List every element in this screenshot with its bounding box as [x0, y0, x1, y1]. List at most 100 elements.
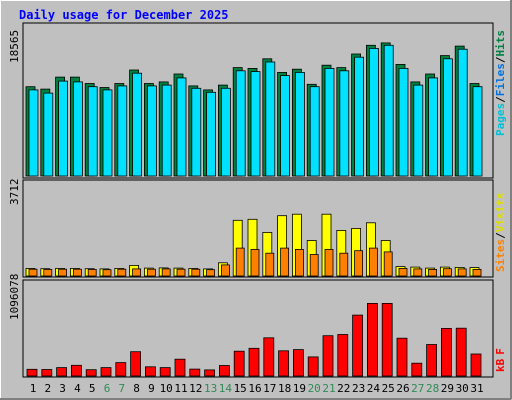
day-label-4: 4	[74, 382, 81, 395]
bar-kbytes-day-23	[352, 314, 364, 377]
bar-files-day-12	[191, 87, 202, 177]
bar-files-day-25	[383, 44, 394, 177]
bar-kbytes-day-5	[85, 369, 97, 377]
legend-pages: Pages	[494, 103, 507, 136]
bar-kbytes-day-20	[307, 356, 319, 377]
bar-files-day-14	[220, 87, 231, 177]
bar-kbytes-day-28	[426, 344, 438, 377]
day-label-21: 21	[322, 382, 335, 395]
day-label-16: 16	[248, 382, 261, 395]
panel-kbytes-frame	[22, 279, 494, 378]
day-label-28: 28	[426, 382, 439, 395]
day-label-15: 15	[234, 382, 247, 395]
bar-files-day-29	[442, 58, 453, 177]
legend-files: Files	[494, 63, 507, 96]
legend-sep-1: /	[494, 96, 507, 103]
day-label-9: 9	[148, 382, 155, 395]
bar-files-day-22	[339, 70, 350, 177]
legend-visits: Sites/Visits	[494, 193, 507, 273]
bar-files-day-17	[265, 61, 276, 177]
bar-sites-day-23	[354, 250, 364, 277]
day-label-27: 27	[411, 382, 424, 395]
day-label-11: 11	[174, 382, 187, 395]
bar-sites-day-26	[398, 267, 408, 277]
day-label-3: 3	[59, 382, 66, 395]
bar-kbytes-day-27	[411, 362, 423, 377]
bar-kbytes-day-10	[159, 367, 171, 377]
bar-files-day-19	[294, 72, 305, 177]
bar-kbytes-day-13	[204, 369, 216, 377]
panel-hits-frame	[22, 22, 494, 179]
bar-kbytes-day-21	[322, 335, 334, 377]
bar-kbytes-day-3	[56, 367, 67, 377]
bar-files-day-26	[398, 68, 409, 177]
bar-files-day-11	[176, 77, 187, 177]
bar-kbytes-day-30	[455, 327, 467, 377]
bar-files-day-18	[280, 75, 291, 177]
bar-sites-day-9	[146, 268, 156, 277]
bar-files-day-13	[206, 91, 217, 177]
kbytes-bars	[26, 302, 482, 377]
hits-files-bars	[25, 42, 483, 177]
bar-kbytes-day-8	[130, 351, 142, 377]
day-label-30: 30	[456, 382, 469, 395]
bar-kbytes-day-6	[100, 367, 112, 377]
bar-kbytes-day-7	[115, 362, 127, 377]
legend-sites: Sites	[494, 239, 507, 272]
bar-kbytes-day-22	[337, 334, 349, 377]
bar-kbytes-day-16	[248, 347, 260, 377]
bar-kbytes-day-2	[41, 369, 53, 377]
bar-files-day-15	[235, 70, 246, 177]
bar-sites-day-7	[117, 268, 127, 277]
bar-files-day-27	[413, 84, 424, 177]
day-label-6: 6	[104, 382, 111, 395]
bar-sites-day-10	[161, 268, 171, 277]
bar-files-day-28	[428, 77, 439, 177]
bar-sites-day-1	[28, 268, 38, 277]
ymax-label-hits: 18565	[8, 30, 21, 63]
day-label-5: 5	[89, 382, 96, 395]
day-label-7: 7	[118, 382, 125, 395]
day-label-14: 14	[219, 382, 233, 395]
bar-kbytes-day-1	[26, 368, 38, 377]
bar-files-day-30	[457, 48, 468, 177]
bar-files-day-21	[324, 68, 335, 177]
bar-sites-day-14	[220, 264, 230, 277]
bar-kbytes-day-17	[263, 337, 275, 377]
day-label-31: 31	[470, 382, 483, 395]
bar-files-day-6	[102, 89, 113, 177]
legend-sep-3: /	[494, 232, 507, 239]
bar-kbytes-day-31	[470, 353, 482, 377]
bar-kbytes-day-15	[233, 350, 245, 377]
legend-hits: Pages/Files/Hits	[494, 30, 507, 136]
bar-sites-day-18	[280, 247, 290, 277]
day-label-24: 24	[367, 382, 381, 395]
bar-files-day-10	[161, 84, 172, 177]
day-label-17: 17	[263, 382, 276, 395]
bar-sites-day-22	[339, 252, 349, 277]
legend-hitsname: Hits	[494, 30, 507, 57]
bar-sites-day-21	[324, 248, 334, 277]
bar-sites-day-16	[250, 248, 260, 277]
day-label-22: 22	[337, 382, 350, 395]
day-label-12: 12	[189, 382, 202, 395]
day-axis-labels: 1 2 3 4 5 6 7 8 9 10 11 12 13 14 15 16 17 18 19 20 21 22 23 24 2…	[30, 382, 484, 395]
bar-kbytes-day-26	[396, 337, 408, 377]
legend-kb: kB	[494, 358, 507, 372]
bar-sites-day-15	[235, 247, 245, 277]
bar-sites-day-12	[191, 268, 201, 277]
bar-files-day-8	[132, 72, 143, 177]
bar-sites-day-25	[383, 251, 393, 277]
ymax-label-visits: 3712	[8, 179, 21, 206]
bar-files-day-1	[28, 89, 39, 177]
visits-sites-bars	[25, 213, 482, 277]
day-label-19: 19	[293, 382, 306, 395]
day-label-23: 23	[352, 382, 365, 395]
legend-kbytes: kB F	[494, 348, 507, 372]
panel-visits-frame	[22, 179, 494, 278]
bar-kbytes-day-24	[366, 302, 378, 377]
bar-files-day-3	[58, 80, 68, 177]
bar-kbytes-day-19	[292, 349, 304, 377]
